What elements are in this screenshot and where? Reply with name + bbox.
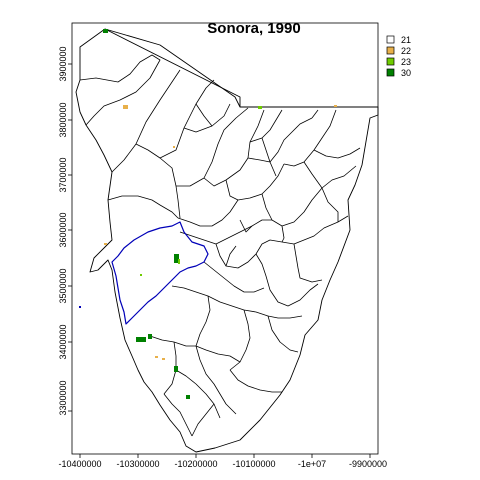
patch-class-23 [140, 274, 142, 276]
legend-swatch-23 [386, 57, 395, 66]
x-axis: -10400000 -10300000 -10200000 -10100000 … [58, 454, 387, 469]
patch-class-22 [162, 358, 165, 360]
x-tick-label: -10200000 [174, 459, 217, 469]
x-tick-label: -10300000 [116, 459, 159, 469]
y-tick-label: 3700000 [58, 157, 68, 192]
patch-class-30 [174, 366, 178, 372]
legend: 21 22 23 30 [386, 35, 411, 78]
map-title: Sonora, 1990 [207, 20, 300, 37]
plot-frame [71, 22, 379, 455]
northern-boundary [104, 28, 241, 107]
legend-label-22: 22 [401, 46, 411, 56]
patch-class-22 [334, 105, 337, 107]
land-cover-patches [79, 29, 337, 399]
y-tick-label: 3800000 [58, 102, 68, 137]
patch-class-30 [186, 395, 190, 399]
y-tick-label: 3400000 [58, 324, 68, 359]
y-tick-label: 3900000 [58, 46, 68, 81]
legend-swatch-21 [386, 35, 395, 44]
y-tick-label: 3600000 [58, 212, 68, 247]
y-tick-label: 3300000 [58, 380, 68, 415]
patch-class-22 [123, 105, 128, 109]
x-tick-label: -10100000 [232, 459, 275, 469]
legend-swatch-22 [386, 46, 395, 55]
patch-class-23 [258, 106, 262, 109]
patch-class-23 [178, 259, 180, 264]
legend-label-30: 30 [401, 68, 411, 78]
patch-class-22 [155, 356, 158, 358]
patch-class-22 [173, 146, 175, 148]
x-tick-label: -9900000 [349, 459, 387, 469]
patch-class-30 [174, 254, 179, 263]
y-axis: 3300000 3400000 3500000 3600000 3700000 … [58, 46, 72, 416]
x-tick-label: -1e+07 [298, 459, 326, 469]
legend-label-23: 23 [401, 57, 411, 67]
municipality-boundaries [79, 54, 361, 437]
y-tick-label: 3500000 [58, 268, 68, 303]
patch-class-30 [148, 334, 152, 339]
legend-swatch-30 [386, 68, 395, 77]
x-tick-label: -10400000 [58, 459, 101, 469]
patch-class-22 [104, 243, 107, 245]
river-line [111, 221, 209, 325]
patch-class-30 [103, 29, 108, 33]
patch-class-30 [79, 306, 81, 308]
state-outline [75, 28, 379, 453]
legend-label-21: 21 [401, 35, 411, 45]
patch-class-30 [136, 337, 146, 342]
